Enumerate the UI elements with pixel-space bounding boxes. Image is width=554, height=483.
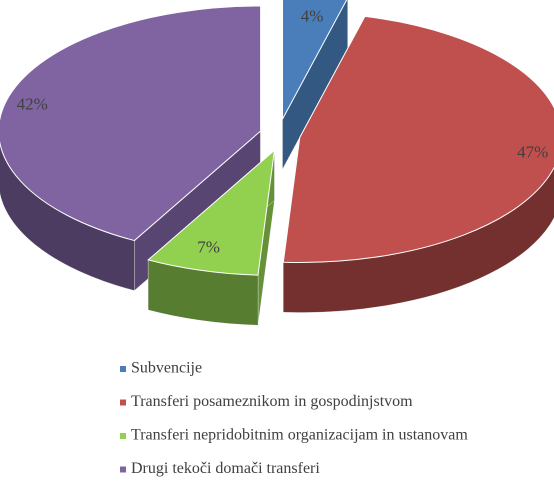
slice-side-shade: [283, 167, 554, 313]
slice: [282, 0, 348, 170]
slice: [282, 15, 554, 313]
legend-swatch: [120, 399, 126, 406]
data-label: 7%: [197, 238, 220, 257]
data-label: 42%: [17, 94, 48, 113]
slice-side-shade: [148, 259, 258, 326]
slice-top: [147, 149, 276, 276]
legend-label: Transferi posameznikom in gospodinjstvom: [131, 393, 413, 410]
legend-swatch: [120, 466, 126, 473]
slice-top: [0, 5, 262, 242]
slice: [147, 149, 276, 326]
slice-side-shade: [0, 143, 135, 291]
legend-swatch: [120, 366, 126, 372]
slice-top: [282, 15, 554, 263]
legend-label: Transferi nepridobitnim organizacijam in…: [131, 427, 468, 444]
slice-top: [282, 0, 348, 120]
data-label: 4%: [301, 6, 324, 25]
legend-swatch: [120, 433, 126, 439]
slice-wall-shade: [282, 0, 348, 170]
slice: [0, 5, 262, 292]
legend-label: Drugi tekoči domači transferi: [131, 460, 320, 477]
data-label: 47%: [517, 142, 548, 161]
legend-label: Subvencije: [131, 360, 202, 377]
